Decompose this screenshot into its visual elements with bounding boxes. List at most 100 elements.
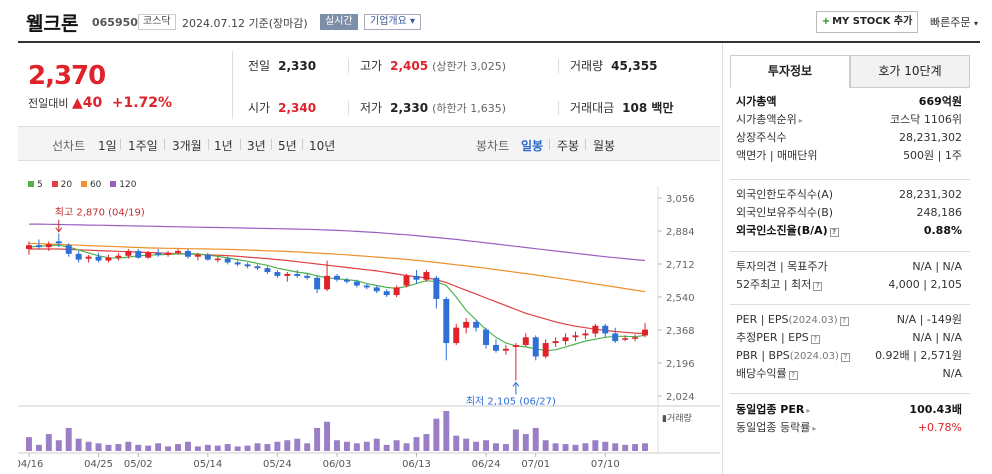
x-tick-label: 05/02 [124,459,153,470]
help-icon[interactable]: ? [829,228,839,237]
volume-bar [224,444,231,451]
price-summary: 2,370 전일대비 ▲40 +1.72% 전일 2,330 고가 2,405 (상한… [18,43,720,127]
divider [558,59,559,73]
add-my-stock-button[interactable]: + MY STOCK 추가 [816,11,918,33]
low-value: 2,330 [390,101,429,115]
trade-amount-value: 108 백만 [622,101,674,115]
legend-ma120: 120 [110,180,136,190]
candle-body [343,279,350,282]
info-section: 외국인한도주식수(A) 28,231,302 외국인보유주식수(B) 248,186 외… [730,186,970,240]
divider [348,101,349,115]
period-3y[interactable]: 3년 [247,139,266,153]
volume-bar [194,446,201,451]
candle-body [334,275,340,280]
company-profile-button[interactable]: 기업개요 ▾ [364,14,422,30]
volume-bar [373,438,380,451]
help-icon[interactable]: ? [788,371,798,380]
chevron-right-icon[interactable]: ▸ [798,116,803,125]
legend-swatch [110,181,117,187]
line-chart-label[interactable]: 선차트 [52,139,86,153]
volume-bar [552,443,559,451]
candle-body [214,258,221,261]
change-label: 전일대비 [28,97,69,110]
volume-bar [25,437,32,451]
volume-bar [145,445,152,451]
candle-chart-label[interactable]: 봉차트 [476,139,510,153]
candlestick-chart[interactable]: 3,056 2,884 2,712 2,540 2,368 2,196 2,024 ▮거래량 0… [15,161,720,474]
info-label: 배당수익률? [736,365,798,383]
volume-bar [502,444,509,451]
info-value: 500원 | 1주 [903,149,962,162]
help-icon[interactable]: ? [840,353,850,362]
help-icon[interactable]: ? [810,335,820,344]
candle-body [284,273,291,276]
period-5y[interactable]: 5년 [278,139,297,153]
info-row: 외국인보유주식수(B) 248,186 [730,204,970,222]
info-label-text: 액면가 | 매매단위 [736,149,818,162]
stock-code: 065950 [92,16,138,29]
info-label: 추정PER | EPS? [736,329,820,347]
tab-orderbook[interactable]: 호가 10단계 [850,55,970,88]
volume-bar [612,443,619,451]
info-value: 코스닥 1106위 [890,113,962,126]
divider [348,59,349,73]
period-weekly[interactable]: 주봉 [557,139,580,153]
volume-bar [284,440,291,451]
section-divider [730,179,970,180]
ma5-line [28,244,646,352]
chevron-right-icon[interactable]: ▸ [812,424,817,433]
info-label: 액면가 | 매매단위 [736,147,818,165]
volume-bar [632,444,639,451]
info-label-text: PBR | BPS [736,349,790,362]
candle-body [562,337,569,342]
help-icon[interactable]: ? [813,282,823,291]
info-label-text: 배당수익률 [736,367,787,380]
volume-bar [403,443,410,451]
volume-bar [135,444,142,451]
divider [302,139,303,150]
open-label: 시가 [248,101,271,115]
info-label: 52주최고 | 최저? [736,276,823,294]
tab-invest-info[interactable]: 투자정보 [730,55,850,88]
help-icon[interactable]: ? [839,317,849,326]
legend-ma20: 20 [51,180,72,190]
period-1y[interactable]: 1년 [214,139,233,153]
candle-body [165,252,172,255]
volume-label: ▮거래량 [662,412,692,424]
period-10y[interactable]: 10년 [309,139,336,153]
volume-bar [433,418,440,451]
volume-bar [304,443,311,451]
candle-body [234,262,241,265]
high-value: 2,405 [390,59,429,73]
info-value: 669억원 [918,95,962,108]
volume: 거래량 45,355 [570,57,657,74]
volume-bar [294,438,301,451]
realtime-button[interactable]: 실시간 [320,14,358,30]
info-label: 시가총액 [736,93,776,111]
info-row: 동일업종 PER ▸ 100.43배 [730,401,970,419]
candle-body [463,321,470,328]
candle-body [512,344,519,347]
quick-order-button[interactable]: 빠른주문 ▾ [930,14,978,30]
candle-body [55,241,62,244]
period-monthly[interactable]: 월봉 [593,139,616,153]
info-label: 투자의견 | 목표주가 [736,258,828,276]
volume-bar [642,443,649,451]
candle-body [353,281,360,286]
info-section: PER | EPS(2024.03)? N/A | -149원 추정PER | EP… [730,311,970,383]
info-row: 외국인한도주식수(A) 28,231,302 [730,186,970,204]
period-1w[interactable]: 1주일 [128,139,158,153]
candle-body [35,245,42,248]
candle-body [642,329,649,336]
volume-bar [165,446,172,451]
y-tick-label: 2,712 [666,260,695,271]
info-label: 외국인소진율(B/A)? [736,222,839,240]
chevron-right-icon[interactable]: ▸ [806,406,811,415]
candle-body [105,257,112,261]
volume-bar [65,427,72,451]
period-daily[interactable]: 일봉 [521,139,544,153]
high-annotation: 최고 2,870 (04/19) [55,207,145,219]
volume-bar [453,435,460,451]
period-1d[interactable]: 1일 [98,139,117,153]
period-3m[interactable]: 3개월 [172,139,202,153]
